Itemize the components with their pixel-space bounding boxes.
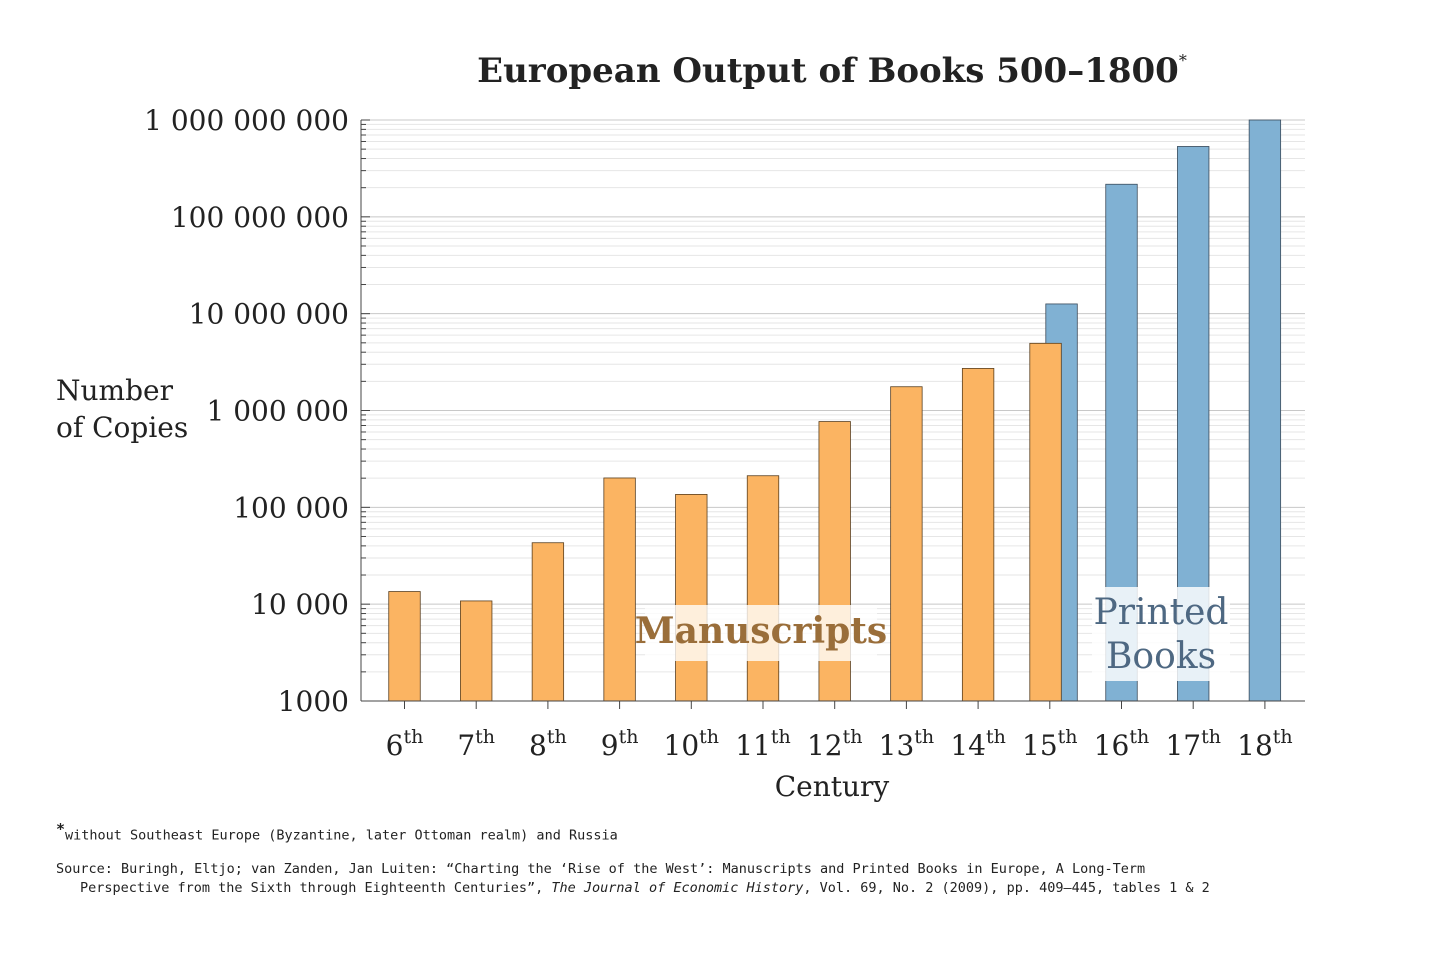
bars — [388, 119, 1282, 702]
bar-manuscripts — [1029, 342, 1062, 702]
source-journal: The Journal of Economic History — [551, 880, 804, 896]
x-tick-label: 8th — [529, 726, 567, 762]
source-citation: Source: Buringh, Eltjo; van Zanden, Jan … — [56, 860, 1426, 898]
x-tick-label: 17th — [1165, 726, 1221, 762]
bar-manuscripts — [675, 494, 708, 702]
source-line-2-end: , Vol. 69, No. 2 (2009), pp. 409–445, ta… — [803, 880, 1210, 896]
y-axis-label: Number — [56, 374, 174, 407]
y-tick-label: 100 000 000 — [171, 201, 349, 234]
y-axis-label: of Copies — [56, 411, 188, 444]
y-tick-label: 10 000 000 — [189, 298, 349, 331]
bar-manuscripts — [460, 600, 493, 702]
y-tick-label: 1000 — [278, 685, 349, 718]
x-tick-label: 6th — [386, 726, 424, 762]
x-tick-label: 7th — [457, 726, 495, 762]
x-axis: 6th 7th 8th 9th 10th 11th 12th 13th 14th 15th 16th… — [386, 701, 1293, 762]
source-line-1: Source: Buringh, Eltjo; van Zanden, Jan … — [56, 861, 1146, 877]
bar-manuscripts — [603, 477, 636, 702]
x-tick-label: 10th — [664, 726, 720, 762]
books-output-chart: 1000 10 000 100 000 1 000 000 10 000 000 100 … — [56, 51, 1305, 803]
x-axis-label: Century — [775, 770, 890, 803]
footnote-text: without Southeast Europe (Byzantine, lat… — [65, 827, 618, 844]
chart-title: European Output of Books 500–1800* — [477, 51, 1187, 91]
y-tick-label: 100 000 — [233, 491, 349, 524]
x-tick-label: 15th — [1022, 726, 1078, 762]
annotation-books: Books — [1106, 636, 1216, 677]
annotation-background — [645, 605, 877, 661]
bar-manuscripts — [746, 475, 780, 702]
x-tick-label: 18th — [1237, 726, 1293, 762]
x-tick-label: 9th — [601, 726, 639, 762]
bar-manuscripts — [531, 542, 565, 702]
x-tick-label: 11th — [735, 726, 791, 762]
bar-manuscripts — [961, 368, 995, 702]
bar-manuscripts — [890, 386, 923, 702]
source-line-2-start: Perspective from the Sixth through Eight… — [80, 880, 552, 896]
footnote: *without Southeast Europe (Byzantine, la… — [56, 820, 618, 844]
bar-manuscripts — [388, 591, 421, 702]
bar-printed-books — [1248, 119, 1282, 702]
x-tick-label: 16th — [1094, 726, 1150, 762]
x-tick-label: 12th — [807, 726, 863, 762]
y-tick-label: 1 000 000 000 — [144, 104, 349, 137]
y-tick-label: 1 000 000 — [206, 395, 349, 428]
annotation-manuscripts: Manuscripts — [635, 610, 887, 652]
x-tick-label: 13th — [879, 726, 935, 762]
footnote-marker: * — [56, 820, 66, 838]
x-tick-label: 14th — [950, 726, 1006, 762]
source-line-2: Perspective from the Sixth through Eight… — [56, 879, 1426, 898]
annotation-printed: Printed — [1094, 592, 1229, 633]
y-axis: 1000 10 000 100 000 1 000 000 10 000 000 100 … — [144, 104, 370, 718]
annotation-background — [1092, 587, 1230, 681]
y-tick-label: 10 000 — [251, 588, 349, 621]
